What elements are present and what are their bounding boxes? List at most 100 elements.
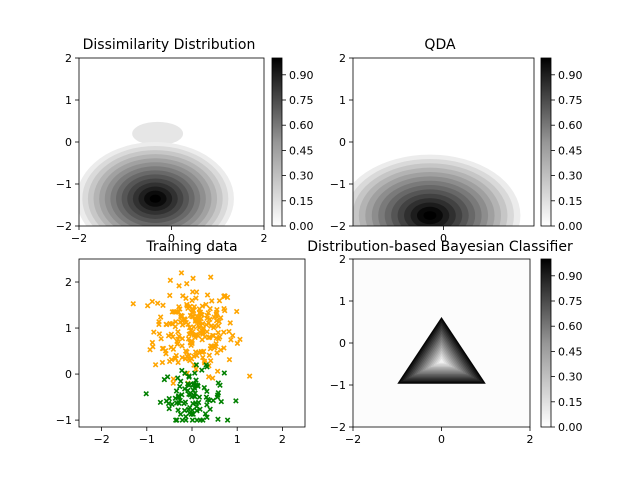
y-tick-label: −1 [56, 414, 72, 427]
point [227, 320, 234, 326]
heatmap-plot: −2 0 2 −2 −1 0 1 2 [56, 52, 268, 245]
point [182, 399, 189, 405]
point [175, 329, 181, 335]
point [175, 394, 182, 400]
y-tick-label: 0 [65, 136, 72, 149]
point [228, 337, 234, 343]
colorbar-tick-label: 0.60 [558, 320, 583, 333]
point [193, 377, 199, 383]
contour-fills [353, 58, 534, 226]
point [193, 295, 199, 301]
panel-title: Training data [145, 239, 237, 255]
heatmap-plot: 0 −2 −1 0 1 2 [330, 52, 535, 245]
point [179, 343, 185, 349]
point [207, 357, 214, 364]
point [159, 359, 166, 366]
point [221, 329, 227, 335]
point [237, 336, 243, 343]
point [174, 417, 180, 423]
point [214, 368, 221, 375]
point [167, 320, 173, 327]
y-tick-label: 0 [339, 136, 346, 149]
panel-qda: QDA 0 −2 −1 0 1 2 0.00 0.15 0.30 0.45 0.60 0.75 0.9… [330, 37, 583, 245]
point [167, 277, 174, 284]
point [203, 394, 210, 400]
point [158, 336, 164, 342]
colorbar-tick-label: 0.30 [558, 371, 583, 384]
point [205, 374, 212, 380]
point [168, 344, 174, 351]
point [206, 352, 213, 359]
point [207, 406, 213, 413]
point [190, 324, 197, 330]
point [163, 398, 170, 404]
colorbar-tick-label: 0.15 [558, 396, 583, 409]
point [144, 302, 151, 309]
point [157, 399, 164, 406]
point [160, 302, 166, 309]
point [176, 304, 182, 310]
series [130, 270, 253, 387]
point [168, 356, 175, 363]
point [160, 345, 167, 352]
point [233, 398, 239, 404]
colorbar-gradient [271, 57, 283, 227]
y-tick-label: −1 [330, 178, 346, 191]
point [217, 382, 223, 389]
y-tick-label: 1 [339, 94, 346, 107]
point [189, 417, 196, 423]
point [180, 293, 186, 299]
point [196, 394, 203, 400]
scatter-plot: −2 −1 0 1 2 −1 0 1 2 [56, 258, 306, 446]
y-tick-label: −1 [56, 178, 72, 191]
point [152, 361, 159, 368]
x-tick-label: 2 [527, 433, 534, 446]
axes-frame [78, 57, 265, 227]
point [177, 411, 184, 418]
contour-fills [79, 58, 264, 226]
contour-level [149, 194, 161, 203]
axes-frame [78, 258, 306, 428]
colorbar-tick-label: 0.00 [558, 421, 583, 434]
y-tick-label: 1 [65, 322, 72, 335]
x-tick-label: −2 [345, 433, 361, 446]
point [186, 410, 193, 416]
point [192, 316, 199, 323]
point [197, 417, 204, 423]
x-tick-label: 1 [234, 433, 241, 446]
x-tick-label: 0 [189, 433, 196, 446]
contour-level [132, 121, 184, 146]
heatmap-plot: −2 0 2 −2 −1 0 1 2 [330, 253, 534, 446]
point [179, 313, 185, 319]
point [199, 367, 205, 373]
colorbar-tick-label: 0.00 [289, 220, 314, 233]
point [189, 340, 195, 347]
point [191, 393, 197, 399]
colorbar-tick-label: 0.15 [289, 195, 314, 208]
point [198, 315, 204, 322]
point [204, 414, 210, 421]
point [215, 416, 221, 423]
point [234, 340, 241, 347]
colorbar-tick-label: 0.75 [558, 295, 583, 308]
colorbar-tick-label: 0.60 [289, 119, 314, 132]
point [198, 348, 205, 355]
point [186, 331, 192, 338]
point [185, 336, 192, 342]
point [213, 311, 219, 318]
colorbar: 0.00 0.15 0.30 0.45 0.60 0.75 0.90 [271, 57, 314, 233]
point [170, 376, 177, 382]
point [172, 323, 179, 330]
point [149, 339, 156, 346]
point [157, 314, 164, 320]
point [207, 305, 213, 312]
point [183, 301, 190, 308]
point [176, 283, 182, 289]
point [201, 358, 208, 364]
x-tick-label: 2 [261, 232, 268, 245]
colorbar-tick-label: 0.30 [558, 170, 583, 183]
panel-title: Distribution-based Bayesian Classifier [307, 239, 573, 255]
point [216, 298, 223, 304]
point [178, 270, 185, 276]
colorbar-tick-label: 0.00 [558, 220, 583, 233]
